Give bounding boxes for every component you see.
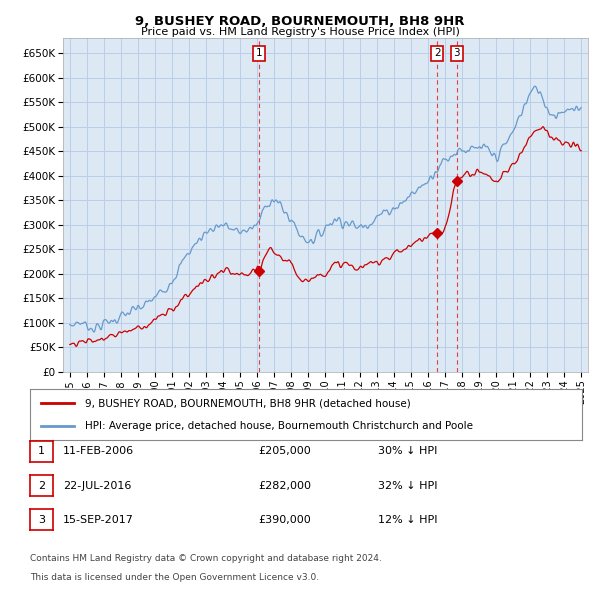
Text: 22-JUL-2016: 22-JUL-2016 [63, 481, 131, 490]
Text: Contains HM Land Registry data © Crown copyright and database right 2024.: Contains HM Land Registry data © Crown c… [30, 554, 382, 563]
Text: 12% ↓ HPI: 12% ↓ HPI [378, 515, 437, 525]
Text: Price paid vs. HM Land Registry's House Price Index (HPI): Price paid vs. HM Land Registry's House … [140, 27, 460, 37]
Text: 2: 2 [434, 48, 440, 58]
Text: 30% ↓ HPI: 30% ↓ HPI [378, 447, 437, 456]
Text: £282,000: £282,000 [258, 481, 311, 490]
Text: 9, BUSHEY ROAD, BOURNEMOUTH, BH8 9HR: 9, BUSHEY ROAD, BOURNEMOUTH, BH8 9HR [135, 15, 465, 28]
Text: 1: 1 [38, 447, 45, 456]
Text: 15-SEP-2017: 15-SEP-2017 [63, 515, 134, 525]
Text: HPI: Average price, detached house, Bournemouth Christchurch and Poole: HPI: Average price, detached house, Bour… [85, 421, 473, 431]
Text: £390,000: £390,000 [258, 515, 311, 525]
Text: 1: 1 [256, 48, 262, 58]
Text: 11-FEB-2006: 11-FEB-2006 [63, 447, 134, 456]
Text: £205,000: £205,000 [258, 447, 311, 456]
Text: This data is licensed under the Open Government Licence v3.0.: This data is licensed under the Open Gov… [30, 573, 319, 582]
Text: 2: 2 [38, 481, 45, 490]
Text: 3: 3 [38, 515, 45, 525]
Text: 32% ↓ HPI: 32% ↓ HPI [378, 481, 437, 490]
Text: 3: 3 [454, 48, 460, 58]
Text: 9, BUSHEY ROAD, BOURNEMOUTH, BH8 9HR (detached house): 9, BUSHEY ROAD, BOURNEMOUTH, BH8 9HR (de… [85, 398, 411, 408]
